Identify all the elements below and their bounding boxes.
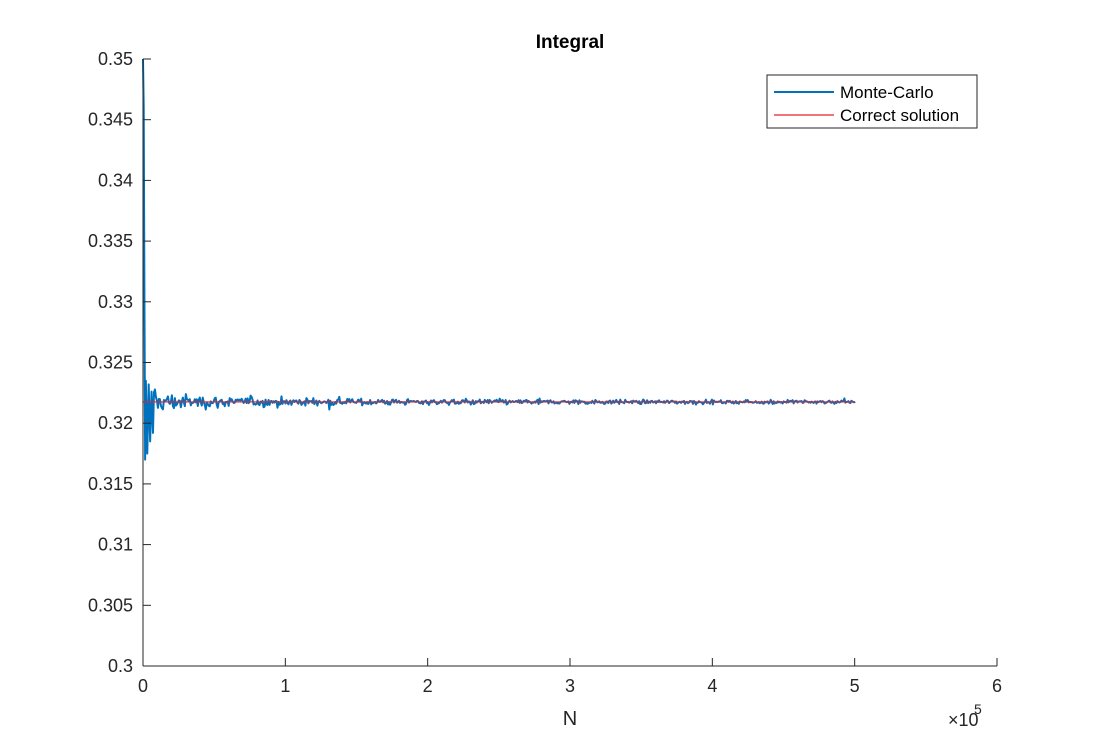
y-tick-label: 0.34 bbox=[98, 170, 133, 190]
y-tick-label: 0.31 bbox=[98, 535, 133, 555]
series-layer bbox=[142, 58, 856, 461]
x-tick-label: 6 bbox=[992, 676, 1002, 696]
legend-box bbox=[766, 74, 978, 129]
x-axis-label: N bbox=[563, 708, 577, 730]
legend-entry-correct-solution-label: Correct solution bbox=[840, 106, 959, 125]
y-tick-label: 0.35 bbox=[98, 49, 133, 69]
y-tick-label: 0.33 bbox=[98, 292, 133, 312]
series-line-monte-carlo bbox=[142, 58, 856, 461]
y-tick-label: 0.305 bbox=[88, 595, 133, 615]
x-axis-exponent: ×105 bbox=[948, 701, 982, 730]
y-tick-label: 0.325 bbox=[88, 353, 133, 373]
y-tick-label: 0.32 bbox=[98, 413, 133, 433]
chart-title: Integral bbox=[536, 32, 605, 53]
legend[interactable]: Monte-Carlo Correct solution bbox=[766, 74, 978, 129]
y-tick-label: 0.3 bbox=[108, 656, 133, 676]
x-tick-label: 3 bbox=[565, 676, 575, 696]
x-tick-label: 1 bbox=[280, 676, 290, 696]
x-tick-label: 2 bbox=[423, 676, 433, 696]
legend-entry-monte-carlo-label: Monte-Carlo bbox=[840, 83, 934, 102]
y-tick-label: 0.315 bbox=[88, 474, 133, 494]
x-tick-label: 4 bbox=[707, 676, 717, 696]
plot-area bbox=[143, 59, 997, 666]
y-tick-label: 0.335 bbox=[88, 231, 133, 251]
x-exponent-power: 5 bbox=[974, 701, 982, 717]
y-tick-label: 0.345 bbox=[88, 110, 133, 130]
x-tick-label: 0 bbox=[138, 676, 148, 696]
axes-area bbox=[143, 59, 997, 666]
x-exponent-base: ×10 bbox=[948, 710, 979, 730]
axis-layer: 0 1 2 3 4 5 6 0.3 0.305 0.31 0.315 0.32 0.325 0.33 0.3… bbox=[88, 49, 1002, 696]
x-tick-label: 5 bbox=[850, 676, 860, 696]
